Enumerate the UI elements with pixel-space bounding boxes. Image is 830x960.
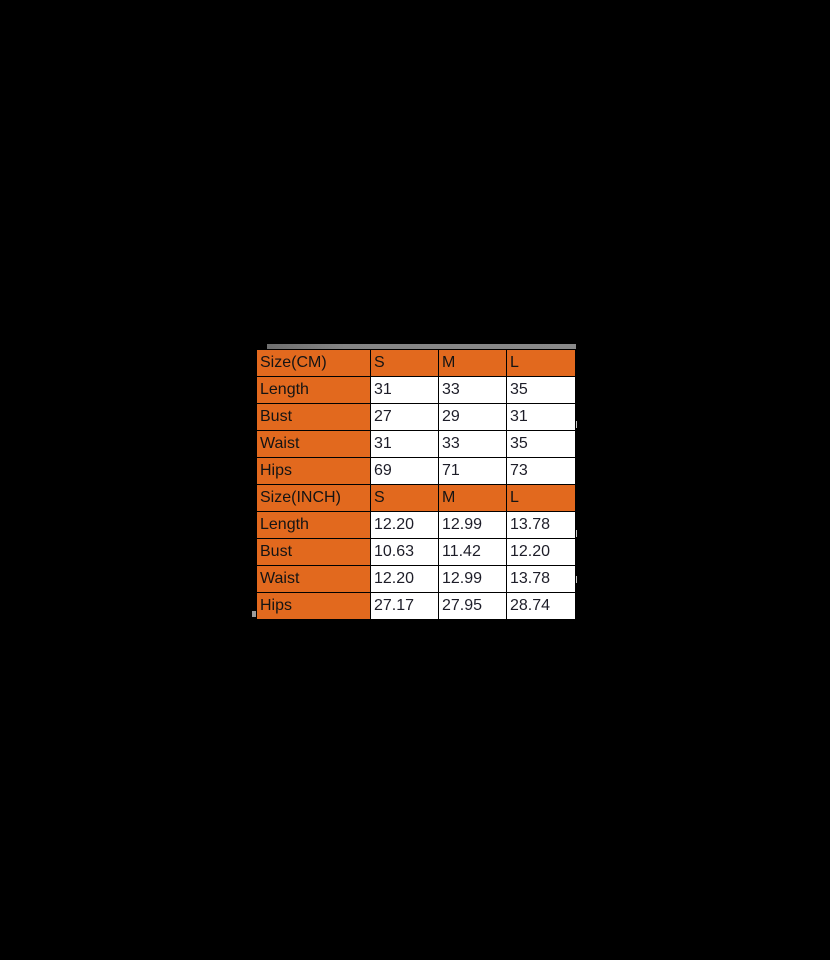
table-header-cell: L — [506, 349, 576, 377]
scan-artifact-top-strip — [267, 344, 576, 350]
table-header-cell: Size(CM) — [256, 349, 371, 377]
table-cell: 35 — [506, 376, 576, 404]
table-cell: 29 — [438, 403, 507, 431]
table-cell: 13.78 — [506, 565, 576, 593]
table-row: Length 31 33 35 — [256, 376, 576, 404]
table-cell: 71 — [438, 457, 507, 485]
table-row: Bust 10.63 11.42 12.20 — [256, 538, 576, 566]
table-cell: 27.95 — [438, 592, 507, 620]
row-label-cell: Bust — [256, 403, 371, 431]
table-header-cell: Size(INCH) — [256, 484, 371, 512]
table-cell: 28.74 — [506, 592, 576, 620]
table-header-row-cm: Size(CM) S M L — [256, 349, 576, 377]
table-row: Hips 69 71 73 — [256, 457, 576, 485]
table-header-cell: L — [506, 484, 576, 512]
row-label-cell: Length — [256, 376, 371, 404]
table-cell: 31 — [370, 430, 439, 458]
row-label-cell: Waist — [256, 565, 371, 593]
table-cell: 69 — [370, 457, 439, 485]
table-header-cell: S — [370, 484, 439, 512]
table-cell: 12.99 — [438, 565, 507, 593]
size-chart-table: Size(CM) S M L Length 31 33 35 Bust 27 2… — [256, 349, 576, 620]
table-cell: 33 — [438, 430, 507, 458]
table-header-row-inch: Size(INCH) S M L — [256, 484, 576, 512]
table-cell: 31 — [506, 403, 576, 431]
table-row: Bust 27 29 31 — [256, 403, 576, 431]
table-cell: 12.20 — [506, 538, 576, 566]
table-cell: 33 — [438, 376, 507, 404]
row-label-cell: Waist — [256, 430, 371, 458]
table-cell: 12.99 — [438, 511, 507, 539]
table-cell: 12.20 — [370, 565, 439, 593]
row-label-cell: Bust — [256, 538, 371, 566]
table-row: Waist 12.20 12.99 13.78 — [256, 565, 576, 593]
table-cell: 31 — [370, 376, 439, 404]
table-cell: 11.42 — [438, 538, 507, 566]
table-cell: 10.63 — [370, 538, 439, 566]
table-cell: 13.78 — [506, 511, 576, 539]
row-label-cell: Hips — [256, 457, 371, 485]
table-cell: 27.17 — [370, 592, 439, 620]
table-cell: 73 — [506, 457, 576, 485]
table-cell: 12.20 — [370, 511, 439, 539]
table-row: Waist 31 33 35 — [256, 430, 576, 458]
table-header-cell: M — [438, 484, 507, 512]
row-label-cell: Length — [256, 511, 371, 539]
table-header-cell: S — [370, 349, 439, 377]
table-row: Length 12.20 12.99 13.78 — [256, 511, 576, 539]
table-header-cell: M — [438, 349, 507, 377]
row-label-cell: Hips — [256, 592, 371, 620]
table-cell: 27 — [370, 403, 439, 431]
table-cell: 35 — [506, 430, 576, 458]
table-row: Hips 27.17 27.95 28.74 — [256, 592, 576, 620]
